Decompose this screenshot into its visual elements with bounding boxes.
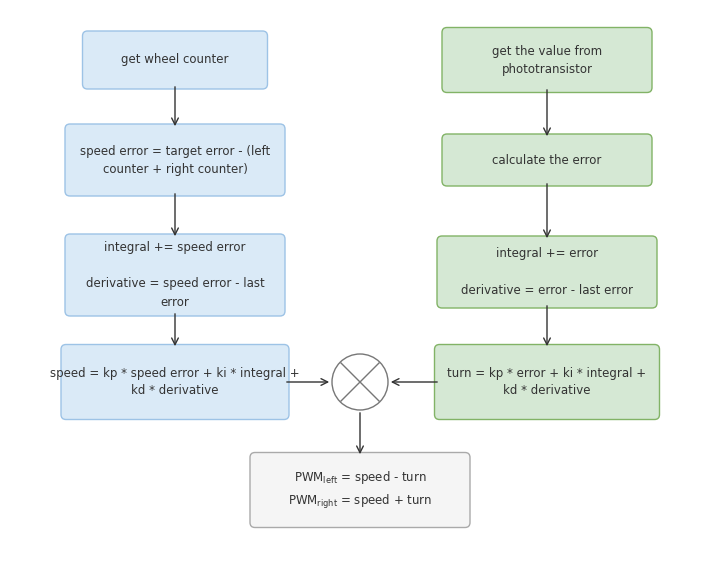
- FancyBboxPatch shape: [83, 31, 267, 89]
- Ellipse shape: [332, 354, 388, 410]
- Text: get the value from
phototransistor: get the value from phototransistor: [492, 44, 602, 76]
- FancyBboxPatch shape: [65, 234, 285, 316]
- FancyBboxPatch shape: [437, 236, 657, 308]
- Text: $\mathrm{PWM_{left}}$ = speed - turn: $\mathrm{PWM_{left}}$ = speed - turn: [293, 470, 426, 487]
- Text: calculate the error: calculate the error: [492, 153, 602, 166]
- FancyBboxPatch shape: [435, 345, 660, 420]
- FancyBboxPatch shape: [250, 453, 470, 528]
- Text: integral += speed error

derivative = speed error - last
error: integral += speed error derivative = spe…: [86, 241, 264, 308]
- Text: speed = kp * speed error + ki * integral +
kd * derivative: speed = kp * speed error + ki * integral…: [50, 366, 300, 398]
- FancyBboxPatch shape: [65, 124, 285, 196]
- Text: get wheel counter: get wheel counter: [121, 53, 229, 66]
- Text: integral += error

derivative = error - last error: integral += error derivative = error - l…: [461, 248, 633, 296]
- Text: turn = kp * error + ki * integral +
kd * derivative: turn = kp * error + ki * integral + kd *…: [448, 366, 647, 398]
- Text: speed error = target error - (left
counter + right counter): speed error = target error - (left count…: [80, 144, 270, 176]
- FancyBboxPatch shape: [442, 27, 652, 93]
- FancyBboxPatch shape: [61, 345, 289, 420]
- Text: $\mathrm{PWM_{right}}$ = speed + turn: $\mathrm{PWM_{right}}$ = speed + turn: [288, 493, 432, 511]
- FancyBboxPatch shape: [442, 134, 652, 186]
